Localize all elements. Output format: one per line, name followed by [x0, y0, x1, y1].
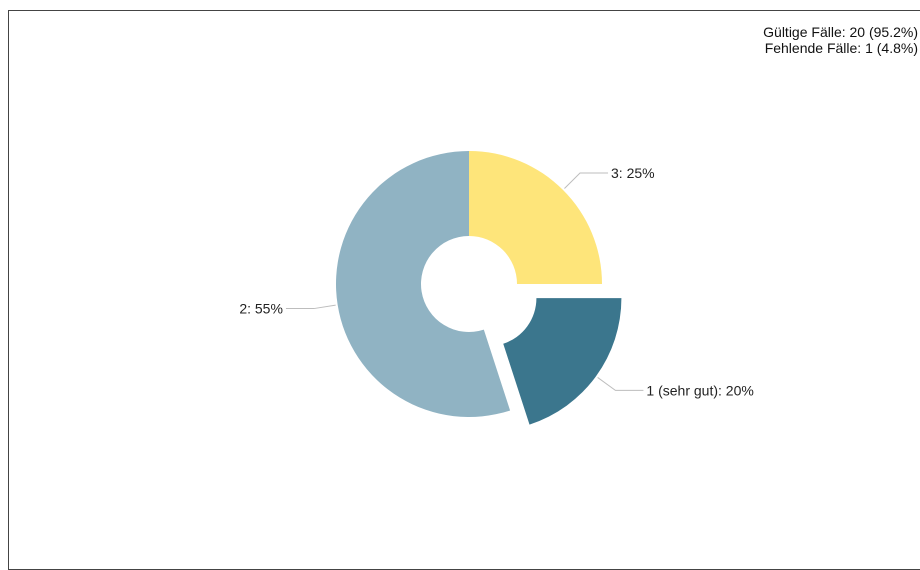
- valid-cases-text: Gültige Fälle: 20 (95.2%): [763, 24, 918, 40]
- donut-slice-2: [335, 151, 511, 417]
- donut-slice-3: [469, 151, 602, 284]
- donut-slice-1-sehr-gut: [503, 298, 622, 425]
- slice-label: 3: 25%: [611, 165, 655, 181]
- leader-line: [597, 377, 644, 391]
- donut-chart: 3: 25% 1 (sehr gut): 20% 2: 55%: [239, 151, 754, 425]
- slice-label: 1 (sehr gut): 20%: [646, 382, 753, 398]
- chart-frame: [8, 10, 920, 570]
- slice-label: 2: 55%: [239, 301, 283, 317]
- leader-line: [285, 304, 336, 310]
- case-stats: Gültige Fälle: 20 (95.2%) Fehlende Fälle…: [763, 24, 918, 56]
- leader-line: [564, 172, 609, 189]
- missing-cases-text: Fehlende Fälle: 1 (4.8%): [764, 40, 918, 56]
